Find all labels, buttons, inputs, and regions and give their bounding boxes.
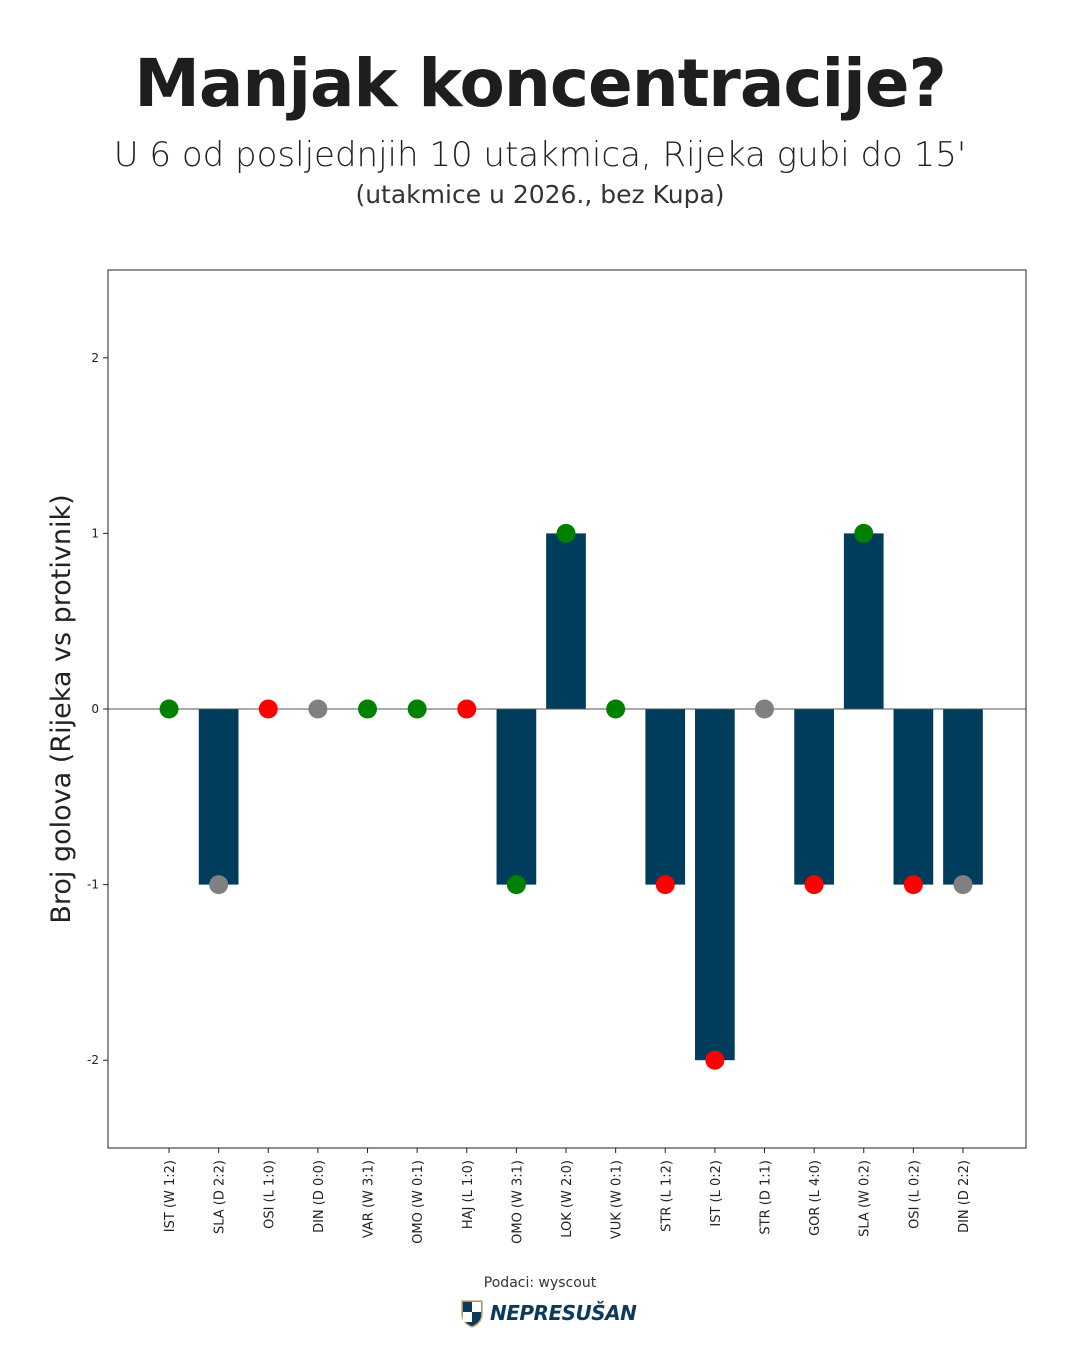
result-dot [457,699,477,719]
x-tick-label: DIN (D 2:2) [957,1160,972,1233]
result-dot [804,875,824,895]
y-tick-label: -2 [87,1053,99,1067]
bar [943,709,983,885]
result-dot [556,523,576,543]
result-dot [308,699,328,719]
y-axis-label: Broj golova (Rijeka vs protivnik) [46,494,77,923]
x-tick-label: GOR (L 4:0) [808,1160,823,1236]
result-dot [358,699,378,719]
chart-note: (utakmice u 2026., bez Kupa) [355,180,725,209]
y-tick-label: -1 [87,878,99,892]
chart-title: Manjak koncentracije? [134,45,947,122]
bar [645,709,686,885]
x-tick-label: OSI (L 1:0) [262,1160,277,1229]
x-tick-label: DIN (D 0:0) [312,1160,327,1233]
logo: NEPRESUŠAN [460,1298,637,1328]
result-dot [506,875,526,895]
result-dot [159,699,179,719]
x-tick-label: OMO (W 3:1) [510,1160,525,1244]
bar [893,709,934,885]
bar [794,709,834,885]
x-tick-label: SLA (W 0:2) [858,1160,873,1237]
x-tick-label: STR (D 1:1) [758,1160,773,1235]
y-tick-label: 1 [91,526,99,540]
result-dot [903,875,923,895]
bar [496,709,537,885]
y-tick-label: 0 [91,702,99,716]
bar [843,533,884,709]
x-tick-label: IST (L 0:2) [709,1160,724,1227]
y-tick-label: 2 [91,351,99,365]
x-tick-label: OSI (L 0:2) [907,1160,922,1229]
x-tick-label: STR (L 1:2) [659,1160,674,1232]
x-tick-label: LOK (W 2:0) [560,1160,575,1238]
result-dot [209,875,229,895]
result-dot [407,699,427,719]
logo-text: NEPRESUŠAN [490,1301,637,1325]
x-tick-label: HAJ (L 1:0) [461,1160,476,1229]
x-tick-label: SLA (D 2:2) [213,1160,228,1234]
result-dot [705,1050,725,1070]
x-tick-label: VAR (W 3:1) [362,1160,377,1238]
result-dot [258,699,278,719]
result-dot [606,699,626,719]
source-label: Podaci: wyscout [483,1275,597,1291]
chart-subtitle: U 6 od posljednjih 10 utakmica, Rijeka g… [113,135,967,175]
bar [198,709,239,885]
result-dot [655,875,675,895]
result-dot [854,523,874,543]
shield-icon [461,1300,483,1328]
x-tick-label: IST (W 1:2) [163,1160,178,1232]
bar [546,533,586,709]
x-tick-label: VUK (W 0:1) [610,1160,625,1239]
bar [695,709,735,1061]
x-tick-label: OMO (W 0:1) [411,1160,426,1244]
result-dot [953,875,973,895]
result-dot [754,699,774,719]
